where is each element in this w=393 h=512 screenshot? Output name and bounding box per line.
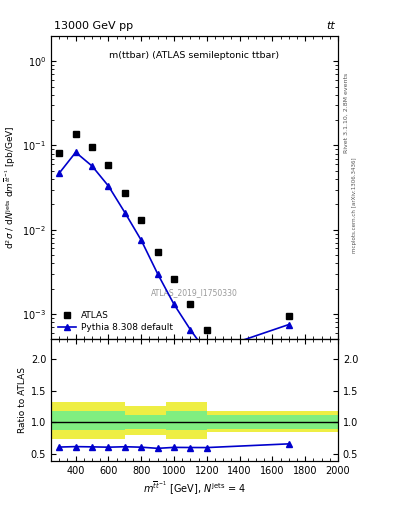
X-axis label: $m^{\overline{t}t^{-1}}$ [GeV], $N^{\rm jets}$ = 4: $m^{\overline{t}t^{-1}}$ [GeV], $N^{\rm …: [143, 480, 246, 497]
ATLAS: [90, 144, 94, 151]
ATLAS: [57, 150, 62, 156]
Text: ATLAS_2019_I1750330: ATLAS_2019_I1750330: [151, 288, 238, 297]
Pythia 8.308 default: [73, 149, 78, 155]
Text: m(ttbar) (ATLAS semileptonic ttbar): m(ttbar) (ATLAS semileptonic ttbar): [110, 51, 279, 60]
Pythia 8.308 default: [90, 163, 94, 169]
ATLAS: [188, 302, 193, 308]
ATLAS: [123, 190, 127, 197]
Text: tt: tt: [326, 22, 335, 31]
Y-axis label: Ratio to ATLAS: Ratio to ATLAS: [18, 367, 27, 433]
Pythia 8.308 default: [172, 302, 176, 308]
Pythia 8.308 default: [139, 237, 143, 243]
Pythia 8.308 default: [57, 170, 62, 176]
Text: 13000 GeV pp: 13000 GeV pp: [54, 22, 133, 31]
ATLAS: [204, 327, 209, 333]
Pythia 8.308 default: [123, 209, 127, 216]
Pythia 8.308 default: [106, 183, 111, 189]
ATLAS: [286, 313, 291, 319]
ATLAS: [172, 276, 176, 282]
Line: ATLAS: ATLAS: [56, 132, 292, 333]
Legend: ATLAS, Pythia 8.308 default: ATLAS, Pythia 8.308 default: [55, 309, 176, 335]
ATLAS: [139, 217, 143, 223]
ATLAS: [155, 248, 160, 254]
Y-axis label: d$^2\sigma$ / d$N^{\rm jets}$ d$m^{\overline{t}t^{-1}}$ [pb/GeV]: d$^2\sigma$ / d$N^{\rm jets}$ d$m^{\over…: [2, 126, 18, 249]
Text: Rivet 3.1.10, 2.8M events: Rivet 3.1.10, 2.8M events: [344, 73, 349, 153]
Pythia 8.308 default: [286, 322, 291, 328]
Pythia 8.308 default: [155, 271, 160, 277]
Pythia 8.308 default: [188, 327, 193, 333]
Line: Pythia 8.308 default: Pythia 8.308 default: [56, 149, 292, 355]
Pythia 8.308 default: [204, 349, 209, 355]
ATLAS: [73, 132, 78, 138]
Text: mcplots.cern.ch [arXiv:1306.3436]: mcplots.cern.ch [arXiv:1306.3436]: [352, 157, 357, 252]
ATLAS: [106, 162, 111, 168]
